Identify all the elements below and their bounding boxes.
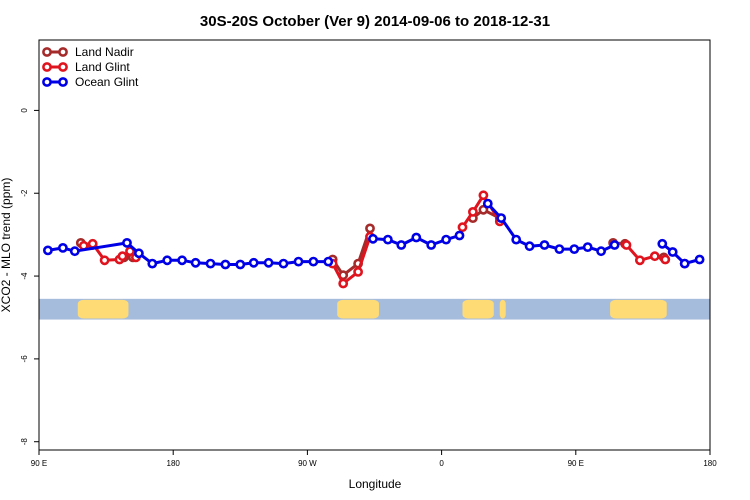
data-point-ocean-glint [122,237,132,248]
data-point-land-glint [87,238,98,249]
data-point-ocean-glint [454,230,465,241]
data-point-ocean-glint [278,258,289,269]
land-region [499,299,506,319]
y-tick-label: 0 [20,108,29,113]
data-point-land-glint [125,246,135,257]
data-point-ocean-glint [539,240,550,250]
y-tick-label: -2 [20,189,29,197]
data-point-land-nadir [478,204,489,215]
legend-item-land-glint: Land Glint [42,60,130,74]
series-line-land-nadir [331,227,372,277]
x-axis: 90 E 180 90 W 0 90 E 180 [31,450,717,468]
data-point-ocean-glint [248,257,259,268]
data-point-ocean-glint [162,255,173,266]
x-tick-label: 180 [703,459,717,468]
data-point-ocean-glint [308,256,319,267]
series-line-land-glint [331,236,372,285]
data-point-land-glint [353,266,363,277]
legend-swatch-marker [42,47,52,57]
data-point-ocean-glint [596,246,606,257]
y-axis-label: XCO2 - MLO trend (ppm) [0,178,13,313]
series-line-ocean-glint [486,202,616,253]
chart-title: 30S-20S October (Ver 9) 2014-09-06 to 20… [200,13,550,30]
data-point-ocean-glint [190,257,201,268]
data-point-ocean-glint [609,240,620,250]
series-line-land-glint [625,244,666,262]
data-point-ocean-glint [69,246,80,257]
data-point-ocean-glint [235,259,246,270]
data-point-ocean-glint [263,257,274,268]
land-region [337,299,379,319]
legend-swatch-marker [42,62,52,72]
land-region [77,299,129,319]
data-point-land-glint [621,240,632,250]
x-tick-label: 180 [167,459,181,468]
data-point-land-glint [467,206,478,217]
data-point-ocean-glint [657,238,668,249]
data-point-ocean-glint [177,255,187,266]
data-point-land-glint [338,278,349,289]
series-line-ocean-glint [661,242,700,266]
legend-swatch-marker [58,77,68,87]
y-tick-label: -6 [20,355,29,363]
x-axis-label: Longitude [349,477,402,491]
data-point-ocean-glint [679,258,690,269]
data-point-ocean-glint [511,234,522,245]
surface-strip [39,298,710,320]
plot-frame [38,39,711,451]
data-point-land-glint [478,190,489,201]
data-point-ocean-glint [396,240,407,250]
data-point-ocean-glint [205,258,216,269]
data-point-ocean-glint [220,259,231,270]
legend-label: Land Glint [75,60,130,74]
x-tick-label: 90 W [298,459,317,468]
series-ocean-glint [43,198,705,270]
data-point-ocean-glint [496,213,507,223]
data-point-ocean-glint [426,240,437,250]
data-point-ocean-glint [411,232,422,243]
data-point-ocean-glint [58,242,68,253]
legend-label: Land Nadir [75,45,134,59]
legend-swatch-marker [58,47,68,57]
data-point-ocean-glint [43,245,53,256]
x-tick-label: 90 E [568,459,584,468]
data-point-ocean-glint [382,234,393,245]
data-point-ocean-glint [323,256,334,267]
data-point-ocean-glint [524,241,535,252]
data-point-land-glint [649,251,660,262]
y-tick-label: -8 [20,438,29,446]
x-tick-label: 0 [439,459,444,468]
data-point-ocean-glint [441,234,451,245]
land-region [462,299,494,319]
data-point-land-glint [635,255,645,266]
data-point-ocean-glint [293,256,304,267]
y-axis: 0 -2 -4 -6 -8 [20,108,39,446]
legend-swatch-marker [58,62,68,72]
y-tick-label: -4 [20,272,29,280]
legend-swatch-marker [42,77,52,87]
data-point-land-glint [660,254,671,265]
data-point-ocean-glint [582,242,593,252]
series-land-nadir [75,204,690,281]
data-point-land-nadir [365,223,375,234]
data-point-ocean-glint [554,244,565,254]
data-point-land-glint [117,251,128,262]
land-region [610,299,667,319]
data-point-ocean-glint [368,233,378,244]
data-point-ocean-glint [482,198,493,209]
series-layer [43,190,705,289]
data-point-ocean-glint [569,244,580,254]
legend-item-ocean-glint: Ocean Glint [42,75,139,89]
data-point-ocean-glint [133,248,144,259]
x-tick-label: 90 E [31,459,47,468]
data-point-ocean-glint [694,254,705,265]
data-point-land-glint [99,255,110,266]
legend-item-land-nadir: Land Nadir [42,45,134,59]
legend-label: Ocean Glint [75,75,139,89]
data-point-ocean-glint [667,247,678,257]
data-point-ocean-glint [147,258,158,269]
data-point-land-glint [457,222,468,233]
